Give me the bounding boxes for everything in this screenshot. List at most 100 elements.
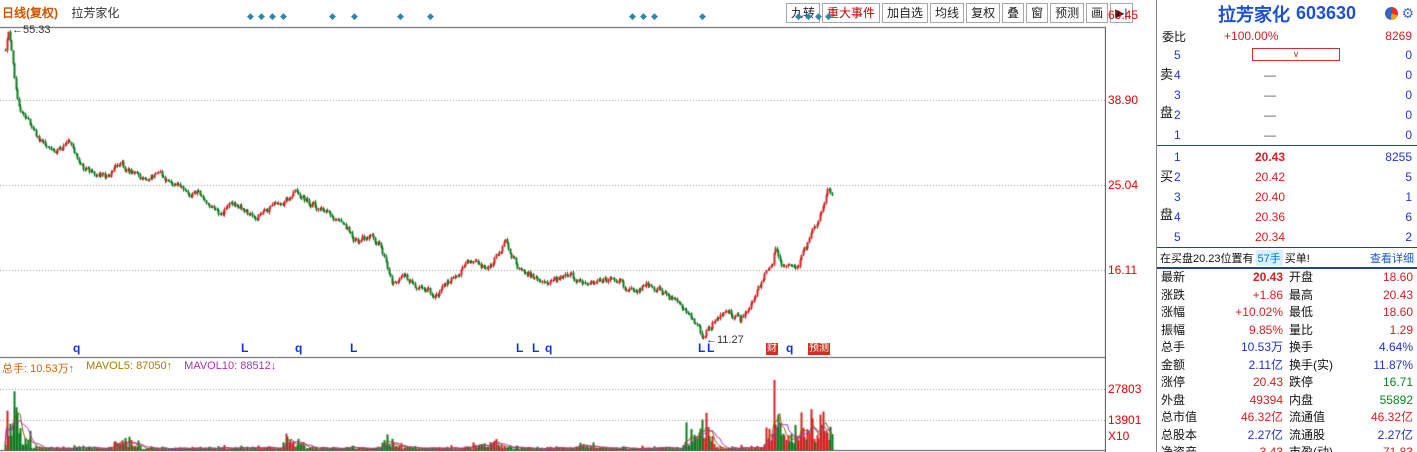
panel-stock-code: 603630 xyxy=(1295,3,1357,23)
order-price: — xyxy=(1264,108,1276,122)
toolbar-button-add-watchlist[interactable]: 加自选 xyxy=(882,3,929,23)
event-diamond-icon[interactable]: ◆ xyxy=(825,11,832,21)
order-volume: 2 xyxy=(1405,230,1412,244)
notice-quantity: 57手 xyxy=(1255,250,1283,266)
event-diamond-icon[interactable]: ◆ xyxy=(795,11,802,21)
quote-label: 换手(实) xyxy=(1289,357,1333,372)
quote-label: 市盈(动) xyxy=(1289,445,1333,452)
quote-label: 总股本 xyxy=(1161,427,1198,442)
price-axis-label: 25.04 xyxy=(1108,178,1139,193)
order-volume: 0 xyxy=(1405,68,1412,82)
sell-row-2[interactable]: 2 — 0 xyxy=(1157,105,1417,125)
quote-value: 46.32亿 xyxy=(1240,410,1283,424)
event-diamond-icon[interactable]: ◆ xyxy=(699,11,706,21)
quote-label: 流通值 xyxy=(1289,410,1326,424)
quote-label: 金额 xyxy=(1161,357,1186,372)
order-level: 2 xyxy=(1174,170,1181,184)
buy-row-3[interactable]: 3 20.40 1 xyxy=(1157,187,1417,207)
event-diamond-icon[interactable]: ◆ xyxy=(640,11,647,21)
event-diamond-icon[interactable]: ◆ xyxy=(427,11,434,21)
quote-value: 11.87% xyxy=(1373,357,1413,372)
toolbar-button-overlay[interactable]: 叠 xyxy=(1002,3,1025,23)
event-diamond-icon[interactable]: ◆ xyxy=(329,11,336,21)
view-details-link[interactable]: 查看详细 xyxy=(1370,253,1414,265)
quote-value: 18.60 xyxy=(1382,305,1413,319)
quote-label: 最低 xyxy=(1289,305,1314,319)
quote-label: 总手 xyxy=(1161,340,1186,354)
quote-row: 总手 10.53万 换手 4.64% xyxy=(1157,339,1417,357)
quote-value: 2.11亿 xyxy=(1248,357,1283,372)
event-diamond-icon[interactable]: ◆ xyxy=(397,11,404,21)
event-tag[interactable]: 预测 xyxy=(808,343,830,355)
sell-row-4[interactable]: 4 — 0 xyxy=(1157,65,1417,85)
candlestick-volume-canvas[interactable] xyxy=(0,0,1106,452)
sell-row-3[interactable]: 3 — 0 xyxy=(1157,85,1417,105)
quote-value: 55892 xyxy=(1379,392,1413,407)
buy-row-2[interactable]: 2 20.42 5 xyxy=(1157,167,1417,187)
event-diamond-icon[interactable]: ◆ xyxy=(815,11,822,21)
volume-indicator-mavol10: MAVOL10: 88512↓ xyxy=(184,360,277,372)
sell-row-1[interactable]: 1 — 0 xyxy=(1157,125,1417,145)
toolbar-button-draw[interactable]: 画 xyxy=(1086,3,1109,23)
quote-value: 20.43 xyxy=(1252,270,1283,284)
high-price-annotation: ←55.33 xyxy=(12,24,51,36)
toolbar-button-nine-turn[interactable]: 九转 xyxy=(786,3,821,23)
quote-value: 46.32亿 xyxy=(1370,410,1413,424)
quote-label: 振幅 xyxy=(1161,322,1186,337)
panel-stock-name: 拉芳家化 xyxy=(1217,4,1290,25)
order-price: — xyxy=(1264,128,1276,142)
toolbar-button-next-page[interactable]: ▶| xyxy=(1110,3,1133,23)
volume-multiplier-label: X10 xyxy=(1108,429,1130,443)
pie-chart-icon[interactable] xyxy=(1385,6,1399,20)
chart-toolbar: 九转 重大事件 加自选 均线 复权叠窗预测画 ▶| xyxy=(786,3,1133,23)
quote-label: 开盘 xyxy=(1289,270,1314,284)
quote-label: 总市值 xyxy=(1161,410,1198,424)
quote-label: 量比 xyxy=(1289,322,1314,337)
quote-row: 金额 2.11亿 换手(实) 11.87% xyxy=(1157,357,1417,375)
event-diamond-icon[interactable]: ◆ xyxy=(629,11,636,21)
toolbar-button-window[interactable]: 窗 xyxy=(1026,3,1049,23)
order-level: 4 xyxy=(1174,68,1181,82)
buy-row-5[interactable]: 5 20.34 2 xyxy=(1157,227,1417,247)
order-price: 20.43 xyxy=(1254,150,1286,164)
buy-side-label: 买 xyxy=(1160,169,1174,184)
event-diamond-icon[interactable]: ◆ xyxy=(351,11,358,21)
quote-value: +10.02% xyxy=(1235,305,1283,319)
volume-axis-label: 13901 xyxy=(1108,412,1142,427)
volume-indicator-mavol5: MAVOL5: 87050↑ xyxy=(86,360,173,372)
order-price: 20.34 xyxy=(1254,230,1286,244)
order-volume: 5 xyxy=(1405,170,1412,184)
order-level: 4 xyxy=(1174,210,1181,224)
buy-row-4[interactable]: 4 20.36 6 xyxy=(1157,207,1417,227)
event-diamond-icon[interactable]: ◆ xyxy=(805,11,812,21)
event-diamond-icon[interactable]: ◆ xyxy=(269,11,276,21)
order-level: 3 xyxy=(1174,190,1181,204)
event-diamond-icon[interactable]: ◆ xyxy=(258,11,265,21)
quote-panel: 拉芳家化 603630 ⚙ 委比 +100.00% 8269 5 — 0 4 — 0 3 — 0… xyxy=(1156,0,1417,452)
toolbar-button-adjust-price[interactable]: 复权 xyxy=(966,3,1001,23)
order-price: 20.36 xyxy=(1254,210,1286,224)
weibi-value: +100.00% xyxy=(1224,29,1279,43)
toolbar-button-moving-average[interactable]: 均线 xyxy=(930,3,965,23)
event-diamond-icon[interactable]: ◆ xyxy=(247,11,254,21)
toolbar-button-forecast[interactable]: 预测 xyxy=(1050,3,1085,23)
event-diamond-icon[interactable]: ◆ xyxy=(280,11,287,21)
gear-icon[interactable]: ⚙ xyxy=(1401,5,1414,21)
quote-value: 1.29 xyxy=(1389,322,1413,337)
signal-letter: q xyxy=(786,341,794,355)
event-tag[interactable]: 财 xyxy=(766,343,778,355)
sell-levels-collapse-button[interactable]: ∨ xyxy=(1252,48,1340,61)
toolbar-button-major-events[interactable]: 重大事件 xyxy=(822,3,881,23)
weibi-row: 委比 +100.00% 8269 xyxy=(1157,27,1417,45)
price-axis-label: 16.11 xyxy=(1108,263,1138,278)
quote-value: 49394 xyxy=(1249,392,1283,407)
order-notice-bar: 在买盘20.23位置有 57手 买单! 查看详细 xyxy=(1157,249,1417,267)
order-level: 5 xyxy=(1174,48,1181,62)
divider xyxy=(1157,267,1417,269)
order-price: — xyxy=(1264,88,1276,102)
buy-row-1[interactable]: 1 20.43 8255 xyxy=(1157,147,1417,167)
event-diamond-icon[interactable]: ◆ xyxy=(651,11,658,21)
quote-value: 3.43 xyxy=(1259,445,1283,452)
sell-side-label: 卖 xyxy=(1160,67,1174,82)
